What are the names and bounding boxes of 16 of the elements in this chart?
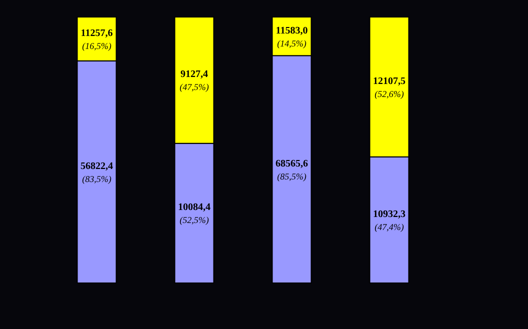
- annotation: 12107,5: [373, 76, 406, 87]
- data-label: (47,5%): [180, 82, 209, 92]
- annotation: 56822,4: [80, 160, 113, 172]
- annotation: 11257,6: [80, 28, 113, 39]
- data-label: (52,5%): [180, 215, 209, 226]
- annotation: 10084,4: [178, 202, 210, 214]
- data-label: (16,5%): [82, 40, 112, 51]
- data-label: (47,4%): [374, 222, 404, 232]
- data-label: (52,6%): [374, 88, 404, 99]
- data-label: (83,5%): [82, 174, 112, 184]
- annotation: 9127,4: [180, 69, 208, 80]
- annotation: 68565,6: [276, 158, 308, 170]
- data-label: (14,5%): [277, 38, 306, 48]
- data-label: (85,5%): [277, 171, 306, 182]
- annotation: 11583,0: [276, 25, 308, 36]
- annotation: 10932,3: [373, 208, 406, 220]
